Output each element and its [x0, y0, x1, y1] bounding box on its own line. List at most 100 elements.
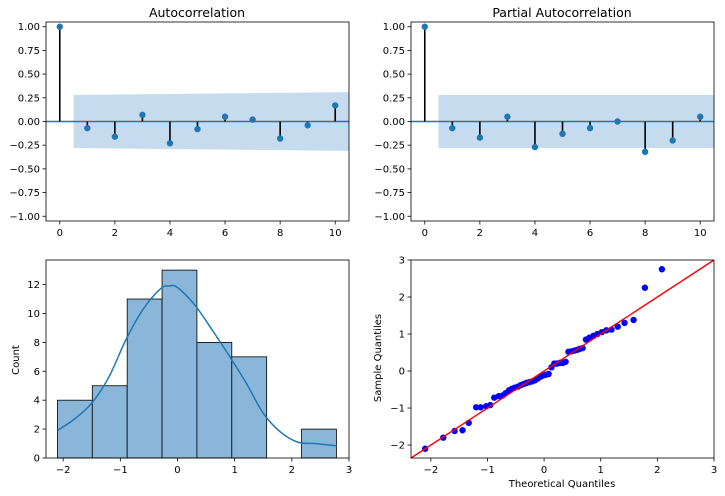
y-tick-label: 4: [34, 396, 40, 407]
stem-marker: [421, 23, 428, 30]
y-tick-label: 1.00: [383, 22, 405, 33]
axes-frame: [410, 259, 715, 459]
histogram-bar: [196, 341, 233, 459]
y-tick-label: 0.75: [383, 46, 405, 57]
x-tick-label: 2: [477, 228, 483, 239]
stem-marker: [221, 113, 229, 120]
y-tick-label: 0.50: [383, 70, 405, 81]
stem-marker: [559, 130, 566, 138]
stem-marker: [531, 143, 539, 151]
y-tick-label: 0.25: [18, 93, 40, 104]
x-tick-label: 4: [532, 228, 538, 239]
qq-point: [562, 358, 569, 365]
stem-marker: [304, 122, 311, 129]
histogram-bar: [231, 356, 268, 459]
x-axis-label: Theoretical Quantiles: [508, 479, 616, 490]
axes-frame: [45, 259, 350, 459]
kde-line: [57, 284, 337, 447]
autocorrelation-chart: Autocorrelation 0 2 4 6 8 10 1.00 0.75 0.50 0.25 0…: [9, 5, 350, 239]
x-tick-label: 1: [231, 465, 237, 476]
stem-marker: [332, 102, 339, 109]
histogram-bar: [57, 399, 93, 459]
y-tick-label: 8: [34, 338, 40, 349]
x-tick-label: 2: [112, 228, 118, 239]
qq-point: [545, 370, 552, 378]
y-tick-label: 2: [399, 293, 405, 304]
y-tick-label: 0: [399, 367, 405, 378]
x-tick-label: 8: [277, 228, 283, 239]
x-tick-label: −1: [113, 465, 128, 476]
partial-autocorrelation-chart: Partial Autocorrelation 0 2 4 6 8 10 1.00 0.75 0…: [374, 5, 715, 239]
x-tick-label: 6: [222, 228, 228, 239]
qq-point: [621, 319, 628, 327]
x-tick-label: 6: [587, 228, 593, 239]
histogram-bar: [161, 269, 198, 459]
qq-point: [641, 284, 649, 291]
stem-marker: [56, 23, 63, 30]
stem-marker: [249, 116, 256, 123]
y-tick-label: −1.00: [9, 212, 40, 223]
x-tick-label: 10: [329, 228, 342, 239]
stem-marker: [449, 124, 456, 132]
qq-point: [658, 266, 666, 273]
y-tick-label: 0: [34, 454, 40, 465]
stem-marker: [111, 133, 119, 140]
stem-marker: [504, 113, 511, 120]
y-tick-label: 10: [27, 309, 40, 320]
x-tick-label: −1: [480, 465, 495, 476]
histogram-bar: [126, 298, 163, 459]
qq-plot-chart: Theoretical Quantiles Sample Quantiles −…: [373, 256, 717, 491]
qq-point: [614, 323, 621, 330]
y-tick-label: −0.50: [374, 164, 405, 175]
stem-marker: [166, 140, 174, 147]
stem-marker: [614, 118, 621, 125]
stem-marker: [586, 124, 594, 132]
y-tick-label: 6: [34, 367, 40, 378]
x-tick-label: 0: [57, 228, 63, 239]
y-tick-label: −0.50: [9, 164, 40, 175]
qq-point: [472, 404, 480, 411]
stem-marker: [139, 111, 146, 119]
chart-title: Autocorrelation: [149, 5, 245, 20]
reference-line: [410, 259, 715, 459]
y-tick-label: −0.25: [9, 141, 40, 152]
stem-marker: [697, 113, 704, 120]
y-tick-label: 1: [399, 330, 405, 341]
stem-marker: [194, 125, 201, 133]
qq-point: [451, 427, 458, 435]
y-tick-label: 12: [27, 280, 40, 291]
y-tick-label: 3: [399, 256, 405, 267]
stem-marker: [84, 124, 91, 132]
x-tick-label: 3: [346, 465, 352, 476]
y-tick-label: 2: [34, 425, 40, 436]
x-tick-label: −2: [423, 465, 438, 476]
histogram-bar: [91, 385, 128, 459]
stem-marker: [476, 134, 484, 141]
y-tick-label: −1.00: [374, 212, 405, 223]
y-tick-label: −0.25: [374, 141, 405, 152]
x-tick-label: 1: [598, 465, 604, 476]
y-tick-label: 1.00: [18, 22, 40, 33]
y-tick-label: −0.75: [374, 188, 405, 199]
y-tick-label: 0.00: [18, 117, 40, 128]
stem-marker: [276, 135, 284, 142]
x-tick-label: 4: [167, 228, 173, 239]
stem-marker: [641, 148, 649, 156]
x-tick-label: 0: [541, 465, 547, 476]
y-axis-label: Count: [11, 345, 22, 375]
y-tick-label: 0.50: [18, 70, 40, 81]
qq-point: [630, 316, 637, 324]
y-tick-label: 0.75: [18, 46, 40, 57]
x-tick-label: 8: [642, 228, 648, 239]
y-axis-label: Sample Quantiles: [373, 314, 384, 402]
stem-marker: [669, 137, 676, 144]
y-tick-label: 0.00: [383, 117, 405, 128]
x-tick-label: 0: [422, 228, 428, 239]
qq-point: [477, 404, 484, 411]
x-tick-label: 3: [711, 465, 717, 476]
x-tick-label: 0: [174, 465, 180, 476]
chart-title: Partial Autocorrelation: [492, 5, 631, 20]
qq-point: [459, 427, 466, 434]
